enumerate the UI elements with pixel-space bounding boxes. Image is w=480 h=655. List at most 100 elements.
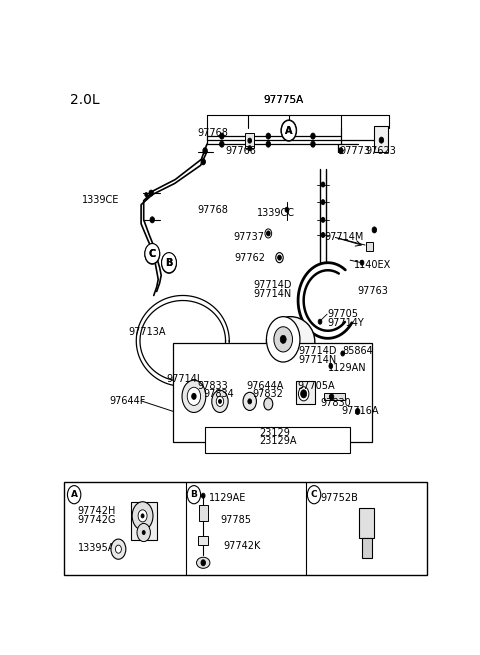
Text: A: A — [285, 126, 292, 136]
Text: 97714N: 97714N — [298, 354, 336, 365]
Circle shape — [274, 327, 292, 352]
Circle shape — [299, 386, 309, 401]
Circle shape — [142, 531, 145, 534]
Text: 97714D: 97714D — [298, 346, 336, 356]
Circle shape — [67, 485, 81, 504]
Text: 97705: 97705 — [328, 309, 359, 319]
Text: 97742G: 97742G — [78, 515, 116, 525]
Circle shape — [266, 141, 271, 147]
Text: 97768: 97768 — [198, 128, 228, 138]
Circle shape — [216, 396, 224, 406]
Circle shape — [248, 138, 252, 143]
Text: A: A — [71, 490, 78, 499]
Circle shape — [355, 409, 360, 415]
Text: 85864: 85864 — [343, 346, 373, 356]
Bar — [64, 482, 427, 575]
Circle shape — [321, 182, 325, 187]
Text: 1140EX: 1140EX — [354, 260, 391, 271]
Circle shape — [218, 400, 221, 403]
Bar — [199, 505, 208, 521]
Text: 97714Y: 97714Y — [328, 318, 365, 328]
Circle shape — [187, 485, 201, 504]
Text: 97716A: 97716A — [341, 407, 379, 417]
Text: 97773: 97773 — [339, 145, 370, 156]
Text: 97644F: 97644F — [109, 396, 145, 406]
Circle shape — [311, 133, 315, 139]
Circle shape — [162, 253, 177, 273]
Circle shape — [338, 147, 343, 154]
Circle shape — [264, 398, 273, 410]
Bar — [205, 427, 350, 453]
Circle shape — [321, 233, 325, 238]
Circle shape — [321, 200, 325, 204]
Text: 97834: 97834 — [203, 389, 234, 400]
Text: 1129AE: 1129AE — [209, 493, 246, 503]
Circle shape — [281, 120, 297, 141]
Circle shape — [162, 253, 177, 272]
Ellipse shape — [196, 557, 210, 569]
Circle shape — [187, 387, 201, 405]
Text: 97714M: 97714M — [324, 233, 363, 242]
Circle shape — [265, 229, 272, 238]
Text: 13395A: 13395A — [78, 542, 115, 553]
Circle shape — [137, 523, 150, 542]
Circle shape — [212, 390, 228, 413]
Text: 1129AN: 1129AN — [328, 363, 366, 373]
Circle shape — [379, 137, 384, 143]
Circle shape — [201, 159, 205, 165]
Circle shape — [219, 133, 224, 139]
Circle shape — [341, 351, 345, 356]
Text: 97742K: 97742K — [224, 541, 261, 551]
Circle shape — [138, 510, 147, 522]
Circle shape — [318, 319, 322, 324]
Text: C: C — [311, 490, 317, 499]
Bar — [324, 393, 345, 400]
Circle shape — [132, 502, 153, 530]
Circle shape — [360, 260, 364, 265]
Ellipse shape — [266, 316, 315, 367]
Circle shape — [311, 141, 315, 147]
Text: B: B — [165, 257, 173, 268]
Circle shape — [329, 364, 333, 369]
Circle shape — [141, 514, 144, 518]
Bar — [374, 126, 388, 152]
Text: 97742H: 97742H — [78, 506, 116, 516]
Text: 97833: 97833 — [197, 381, 228, 391]
Bar — [366, 242, 373, 251]
Circle shape — [201, 560, 205, 566]
Text: 97775A: 97775A — [263, 95, 303, 105]
Circle shape — [248, 145, 252, 151]
Circle shape — [202, 493, 205, 498]
Circle shape — [276, 253, 283, 263]
Circle shape — [281, 121, 296, 141]
Text: 97714L: 97714L — [166, 374, 203, 384]
Circle shape — [219, 141, 224, 147]
Bar — [198, 536, 208, 545]
Bar — [362, 538, 372, 558]
Text: 97737: 97737 — [233, 233, 264, 242]
Text: 97785: 97785 — [220, 515, 251, 525]
Circle shape — [372, 227, 377, 233]
Text: 1339CC: 1339CC — [257, 208, 295, 217]
Circle shape — [248, 399, 252, 404]
Circle shape — [321, 217, 325, 222]
Text: 97644A: 97644A — [246, 381, 283, 391]
Circle shape — [115, 545, 121, 553]
Circle shape — [280, 335, 286, 343]
Bar — [131, 502, 156, 540]
Text: 97762: 97762 — [234, 253, 265, 263]
Text: 97768: 97768 — [198, 205, 228, 215]
Circle shape — [266, 231, 270, 236]
Circle shape — [329, 394, 334, 400]
Text: 97714D: 97714D — [253, 280, 292, 290]
Text: 97713A: 97713A — [129, 327, 166, 337]
Text: 2.0L: 2.0L — [71, 93, 100, 107]
Text: 97623: 97623 — [366, 145, 396, 156]
Circle shape — [182, 380, 206, 413]
Circle shape — [266, 316, 300, 362]
Circle shape — [307, 485, 321, 504]
Bar — [360, 508, 374, 538]
Text: 23129: 23129 — [259, 428, 290, 438]
Text: C: C — [149, 249, 156, 259]
Bar — [173, 343, 372, 441]
